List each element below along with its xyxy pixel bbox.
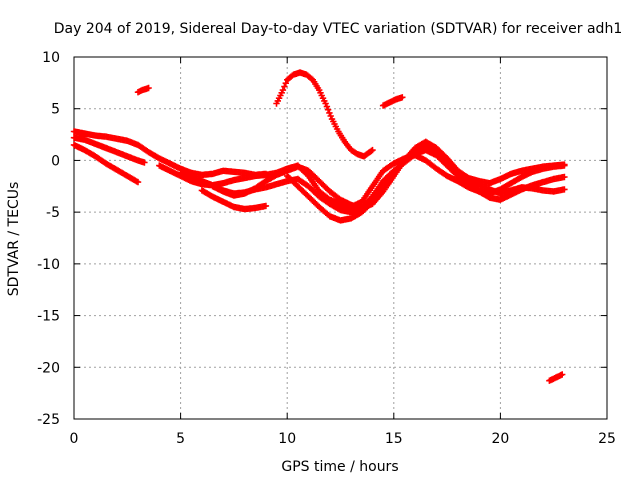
data-point xyxy=(323,103,331,110)
data-point xyxy=(399,94,406,101)
x-tick-label: 20 xyxy=(491,431,509,447)
y-tick-label: 0 xyxy=(51,153,60,169)
tick-layer: 0 5 10 15 20 25 10 5 0 -5 -10 -15 -20 -25 xyxy=(37,50,616,447)
series-track-c xyxy=(70,134,148,166)
y-tick-label: -15 xyxy=(37,309,60,325)
data-point xyxy=(141,159,148,166)
y-tick-label: -5 xyxy=(46,205,60,221)
data-point xyxy=(561,186,568,193)
y-tick-label: -20 xyxy=(37,360,60,376)
data-point xyxy=(368,147,375,155)
data-point xyxy=(559,371,566,378)
data-point xyxy=(327,112,334,120)
x-tick-label: 25 xyxy=(598,431,616,447)
chart-title: Day 204 of 2019, Sidereal Day-to-day VTE… xyxy=(54,21,622,37)
data-point xyxy=(561,161,568,168)
series-track-b xyxy=(70,141,142,186)
plot-frame xyxy=(73,56,608,420)
series-track-a xyxy=(70,128,270,179)
x-axis-label: GPS time / hours xyxy=(281,459,398,475)
series-track-i xyxy=(284,142,568,224)
series-track-h xyxy=(198,187,270,213)
series-track-d xyxy=(134,84,152,96)
y-tick-label: -25 xyxy=(37,412,60,428)
data-point xyxy=(322,100,329,107)
data-point xyxy=(145,84,152,92)
series-track-j xyxy=(273,69,376,160)
x-tick-label: 15 xyxy=(385,431,403,447)
data-points xyxy=(70,69,568,384)
y-tick-label: -10 xyxy=(37,257,60,273)
x-tick-label: 10 xyxy=(278,431,296,447)
data-point xyxy=(281,83,288,90)
grid-layer xyxy=(74,57,607,419)
x-tick-label: 5 xyxy=(176,431,185,447)
x-tick-label: 0 xyxy=(70,431,79,447)
data-point xyxy=(134,178,142,186)
y-tick-label: 10 xyxy=(42,50,60,66)
data-point xyxy=(279,86,287,94)
y-axis-label: SDTVAR / TECUs xyxy=(6,182,22,297)
data-point xyxy=(282,80,289,87)
data-point xyxy=(326,109,333,117)
data-point xyxy=(369,146,376,154)
data-point xyxy=(561,173,568,181)
series-track-l xyxy=(546,371,566,384)
data-point xyxy=(324,106,332,113)
series-track-k xyxy=(379,94,406,109)
data-point xyxy=(262,202,270,210)
y-tick-label: 5 xyxy=(51,102,60,118)
